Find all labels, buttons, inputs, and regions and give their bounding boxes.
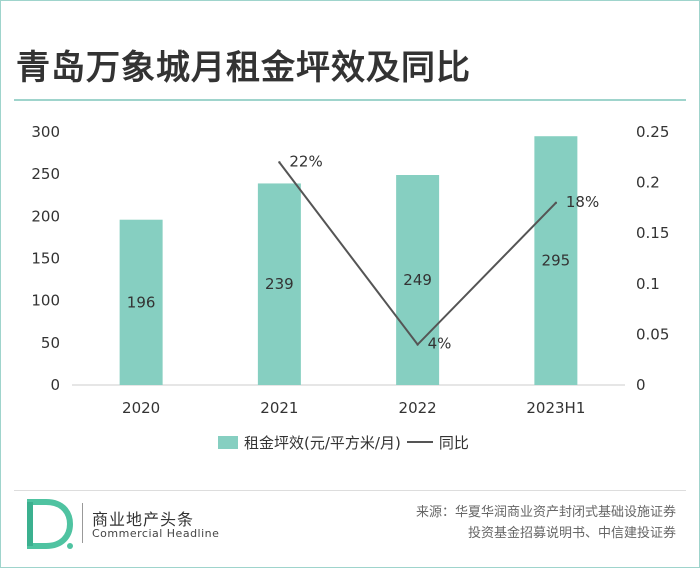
title-divider	[14, 99, 686, 101]
legend-bar-label: 租金坪效(元/平方米/月)	[244, 433, 401, 452]
y-left-tick-label: 100	[31, 292, 60, 310]
line-point	[554, 201, 558, 205]
line-value-label: 4%	[428, 335, 452, 353]
y-right-tick-label: 0.1	[636, 275, 660, 293]
y-left-tick-label: 250	[31, 165, 60, 183]
bar-value-label: 295	[542, 252, 571, 270]
bar	[257, 183, 301, 385]
source-line-1: 来源：华夏华润商业资产封闭式基础设施证券	[415, 505, 676, 520]
y-left-tick-label: 50	[41, 334, 60, 352]
x-tick-label: 2022	[399, 399, 437, 417]
y-right-tick-label: 0.05	[636, 325, 669, 343]
bar-value-label: 196	[127, 293, 156, 311]
logo-divider	[82, 503, 83, 543]
footer-divider	[14, 490, 686, 491]
legend-line-swatch	[406, 441, 433, 443]
legend-bar-swatch	[218, 435, 238, 449]
logo-d-shape	[27, 499, 74, 549]
y-left-tick-label: 0	[50, 376, 60, 394]
line-value-label: 18%	[566, 193, 599, 211]
logo-dot	[67, 543, 73, 549]
bar-value-label: 239	[265, 275, 294, 293]
x-tick-label: 2020	[122, 399, 160, 417]
bar-value-label: 249	[403, 271, 432, 289]
y-left-tick-label: 150	[31, 250, 60, 268]
chart-title: 青岛万象城月租金坪效及同比	[16, 48, 471, 88]
y-right-tick-label: 0.15	[636, 224, 669, 242]
y-left-tick-label: 200	[31, 207, 60, 225]
bar	[396, 175, 440, 385]
brand-logo-icon	[27, 499, 74, 549]
brand-name-en: Commercial Headline	[92, 527, 220, 540]
x-tick-label: 2023H1	[526, 399, 585, 417]
bar	[119, 219, 163, 385]
legend-line-label: 同比	[438, 433, 469, 452]
y-right-tick-label: 0	[636, 376, 646, 394]
y-right-tick-label: 0.25	[636, 123, 669, 141]
x-tick-label: 2021	[260, 399, 298, 417]
bar	[534, 136, 578, 385]
line-point	[416, 343, 419, 346]
line-value-label: 22%	[289, 152, 322, 170]
y-left-tick-label: 300	[31, 123, 60, 141]
y-right-tick-label: 0.2	[636, 174, 660, 192]
source-note: 来源：华夏华润商业资产封闭式基础设施证券 投资基金招募说明书、中信建投证券	[416, 502, 676, 544]
line-point	[278, 161, 281, 164]
chart-legend: 租金坪效(元/平方米/月) 同比	[218, 431, 469, 453]
source-line-2: 投资基金招募说明书、中信建投证券	[467, 526, 676, 541]
brand-name-cn: 商业地产头条	[92, 510, 195, 529]
